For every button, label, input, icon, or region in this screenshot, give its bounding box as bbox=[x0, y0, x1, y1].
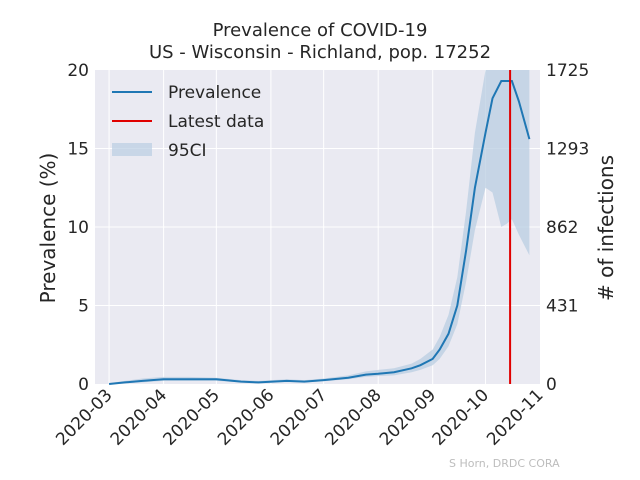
y2-tick-labels: 0 431 862 1293 1725 bbox=[546, 61, 589, 395]
legend-latest-label: Latest data bbox=[168, 112, 264, 132]
x-tick-label: 2020-09 bbox=[376, 385, 440, 449]
legend-prevalence-label: Prevalence bbox=[168, 83, 261, 103]
y2-tick-label: 1293 bbox=[546, 140, 589, 160]
y-tick-label: 5 bbox=[78, 297, 89, 317]
y-axis-label: Prevalence (%) bbox=[36, 153, 60, 304]
y-tick-label: 20 bbox=[67, 61, 89, 81]
legend-ci-swatch bbox=[112, 143, 152, 156]
x-tick-label: 2020-11 bbox=[483, 385, 547, 449]
y-tick-label: 10 bbox=[67, 218, 89, 238]
x-tick-label: 2020-04 bbox=[107, 385, 171, 449]
x-tick-label: 2020-03 bbox=[52, 385, 116, 449]
x-tick-labels: 2020-032020-042020-052020-062020-072020-… bbox=[52, 385, 547, 449]
y-tick-label: 15 bbox=[67, 140, 89, 160]
chart-title: Prevalence of COVID-19 bbox=[213, 20, 428, 41]
credit-text: S Horn, DRDC CORA bbox=[449, 457, 560, 470]
x-tick-label: 2020-08 bbox=[321, 385, 385, 449]
y-tick-label: 0 bbox=[78, 375, 89, 395]
y2-tick-label: 431 bbox=[546, 297, 578, 317]
legend: Prevalence Latest data 95CI bbox=[112, 83, 264, 161]
prevalence-line bbox=[108, 80, 531, 385]
y-tick-labels: 0 5 10 15 20 bbox=[67, 61, 89, 395]
y2-tick-label: 1725 bbox=[546, 61, 589, 81]
legend-ci-label: 95CI bbox=[168, 141, 207, 161]
y2-tick-label: 0 bbox=[546, 375, 557, 395]
x-tick-label: 2020-07 bbox=[267, 385, 331, 449]
y2-axis-label: # of infections bbox=[594, 155, 618, 301]
x-tick-label: 2020-10 bbox=[429, 385, 493, 449]
chart-subtitle: US - Wisconsin - Richland, pop. 17252 bbox=[149, 42, 491, 63]
y2-tick-label: 862 bbox=[546, 218, 578, 238]
ci-band bbox=[109, 70, 530, 384]
x-tick-label: 2020-05 bbox=[160, 385, 224, 449]
x-tick-label: 2020-06 bbox=[214, 385, 278, 449]
grid-lines bbox=[95, 70, 540, 384]
